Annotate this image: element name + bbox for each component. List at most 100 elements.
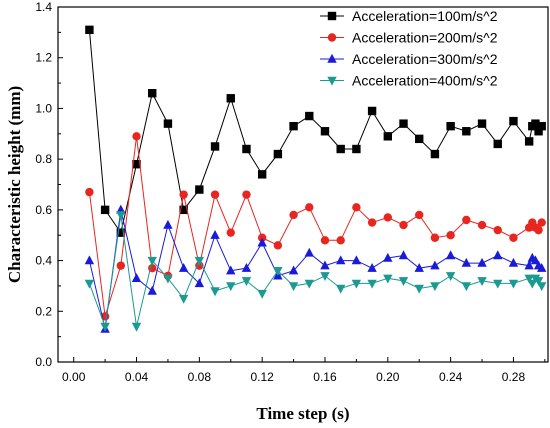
data-point	[352, 203, 361, 212]
y-tick-label: 0.4	[35, 254, 52, 268]
data-point	[163, 219, 173, 229]
data-point	[84, 279, 95, 289]
data-point	[383, 213, 393, 222]
data-point	[509, 116, 518, 126]
data-point	[398, 277, 409, 287]
data-point	[179, 205, 188, 215]
legend: Acceleration=100m/s^2 Acceleration=200m/s…	[320, 8, 498, 89]
data-point	[210, 190, 220, 199]
legend-marker	[327, 53, 337, 63]
data-point	[178, 294, 189, 304]
legend-entry: Acceleration=400m/s^2	[320, 73, 498, 89]
data-point	[367, 218, 377, 227]
data-point	[226, 265, 236, 275]
data-point	[477, 257, 487, 267]
data-point	[383, 132, 393, 141]
data-point	[289, 210, 298, 220]
data-point	[430, 282, 440, 292]
data-point	[178, 262, 189, 272]
x-tick-label: 0.08	[188, 370, 212, 384]
x-tick-label: 0.12	[250, 370, 274, 384]
data-point	[163, 274, 173, 284]
data-point	[179, 190, 188, 199]
legend-label: Acceleration=400m/s^2	[352, 73, 498, 89]
data-point	[85, 25, 94, 35]
data-point	[131, 273, 142, 283]
data-point	[367, 262, 377, 272]
data-point	[477, 119, 487, 128]
data-point	[116, 261, 126, 270]
y-tick-label: 0.0	[35, 355, 52, 369]
data-point	[304, 279, 314, 289]
data-point	[446, 121, 455, 131]
data-point	[430, 233, 440, 242]
data-point	[210, 230, 220, 239]
series-4	[84, 211, 547, 332]
data-point	[320, 260, 330, 270]
data-point	[531, 119, 540, 128]
data-point	[257, 170, 267, 179]
x-tick-label: 0.04	[125, 370, 149, 384]
data-point	[534, 225, 543, 235]
data-point	[226, 228, 235, 237]
data-point	[367, 106, 377, 116]
data-point	[524, 274, 534, 284]
data-point	[493, 279, 503, 289]
y-tick-label: 1.4	[35, 0, 52, 14]
data-point	[537, 262, 547, 272]
y-axis-title: Characteristic height (mm)	[5, 86, 24, 283]
y-tick-label: 1.0	[35, 101, 52, 115]
data-point	[320, 272, 330, 281]
legend-entry: Acceleration=300m/s^2	[320, 51, 498, 67]
data-point	[445, 272, 456, 281]
y-tick-label: 0.2	[35, 304, 52, 318]
data-point	[508, 279, 519, 289]
data-point	[399, 119, 408, 128]
data-point	[461, 257, 472, 267]
data-point	[163, 119, 173, 128]
data-point	[351, 255, 362, 265]
data-point	[462, 215, 471, 225]
data-point	[537, 121, 546, 131]
data-point	[289, 121, 298, 131]
data-point	[226, 94, 235, 103]
data-point	[383, 252, 393, 262]
data-point	[335, 255, 346, 265]
x-tick-label: 0.00	[62, 370, 86, 384]
data-point	[398, 250, 409, 260]
series-1	[85, 25, 546, 237]
data-point	[305, 203, 314, 212]
data-point	[430, 260, 440, 270]
data-point	[194, 256, 205, 266]
data-point	[84, 255, 95, 265]
data-point	[242, 144, 251, 154]
data-point	[508, 257, 519, 267]
x-tick-label: 0.16	[313, 370, 337, 384]
data-point	[147, 285, 157, 295]
x-axis: 0.00 0.04 0.08 0.12 0.16 0.20 0.24 0.28	[62, 357, 546, 384]
data-point	[131, 322, 142, 332]
data-point	[210, 287, 220, 297]
data-point	[446, 231, 455, 240]
data-point	[415, 134, 424, 144]
plot-area	[84, 25, 547, 333]
data-point	[399, 220, 408, 230]
data-point	[242, 190, 251, 199]
data-point	[132, 160, 141, 169]
data-point	[383, 274, 393, 284]
data-point	[320, 127, 330, 136]
data-point	[509, 233, 518, 242]
data-point	[226, 282, 236, 292]
data-point	[116, 228, 126, 237]
data-point	[414, 262, 424, 272]
data-point	[116, 211, 126, 221]
data-point	[257, 289, 267, 299]
data-point	[524, 260, 534, 270]
data-point	[462, 127, 471, 136]
data-point	[352, 144, 361, 154]
data-point	[85, 187, 94, 197]
x-axis-title: Time step (s)	[256, 404, 349, 423]
data-point	[445, 250, 456, 260]
data-point	[461, 282, 472, 292]
